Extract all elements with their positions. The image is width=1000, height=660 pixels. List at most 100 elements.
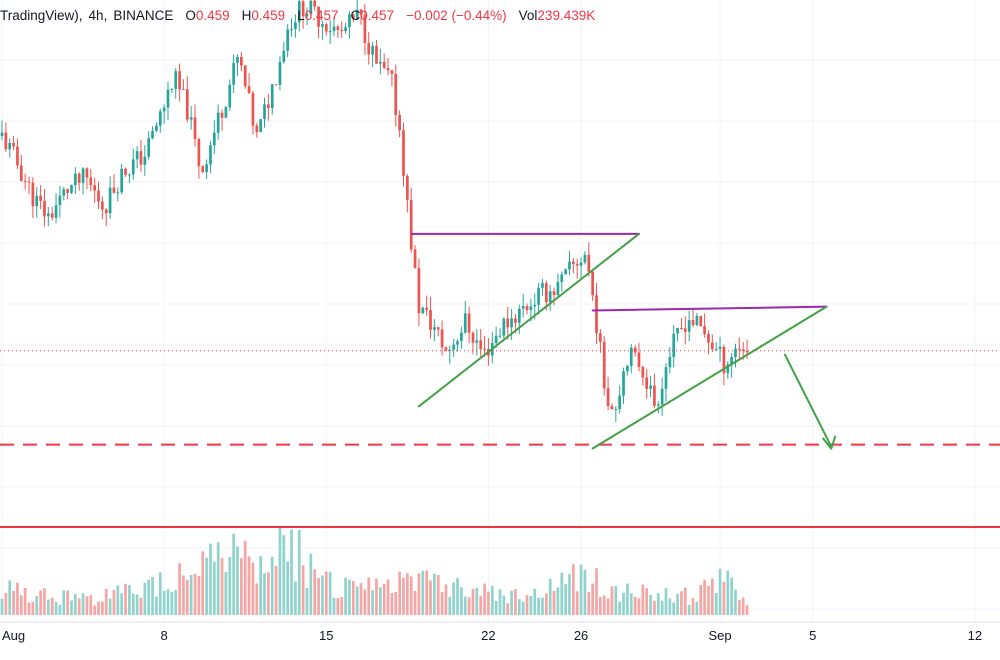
volume-bar	[178, 563, 181, 615]
candle-body	[193, 117, 197, 140]
candle-body	[73, 173, 77, 186]
candle-body	[641, 367, 645, 378]
candle-body	[552, 291, 556, 295]
volume-bar	[436, 574, 440, 615]
candle-body	[359, 9, 363, 15]
volume-bar	[197, 575, 201, 615]
volume-bar	[286, 561, 290, 615]
candle-body	[301, 1, 305, 17]
candle-body	[317, 6, 320, 27]
volume-bar	[220, 558, 224, 615]
candle-body	[741, 349, 745, 351]
volume-bar	[209, 543, 212, 615]
volume-bar	[656, 593, 660, 615]
volume-bar	[556, 587, 560, 615]
volume-bar	[309, 553, 313, 615]
candle-body	[734, 348, 737, 358]
volume-bar	[239, 558, 243, 615]
volume-bar	[128, 585, 131, 615]
volume-bar	[112, 589, 116, 615]
volume-bar	[166, 589, 170, 615]
x-tick-label: 8	[161, 628, 168, 643]
volume-bar	[35, 596, 39, 615]
volume-bar	[351, 581, 355, 615]
volume-bar	[62, 590, 66, 615]
candle-body	[390, 70, 394, 74]
legend-close-value: 0.457	[360, 8, 395, 23]
candle-body	[39, 195, 42, 201]
candle-body	[475, 340, 479, 343]
volume-bar	[16, 582, 19, 615]
candle-body	[263, 104, 266, 120]
volume-bar	[93, 605, 97, 615]
volume-bar	[317, 578, 320, 615]
candle-body	[120, 168, 124, 193]
candle-body	[456, 341, 459, 345]
volume-bar	[514, 589, 517, 615]
candle-body	[645, 377, 649, 389]
volume-bar	[70, 600, 73, 615]
volume-bar	[27, 602, 31, 615]
candle-body	[313, 0, 317, 7]
candle-body	[517, 308, 521, 323]
candle-body	[290, 29, 293, 31]
candle-body	[170, 88, 174, 90]
candle-body	[232, 62, 235, 85]
candle-body	[672, 333, 676, 358]
candle-body	[135, 151, 139, 160]
volume-bar	[378, 587, 382, 615]
candle-body	[683, 328, 687, 332]
candle-body	[668, 357, 672, 368]
candle-body	[97, 190, 100, 202]
volume-bar	[683, 587, 687, 615]
volume-bar	[359, 583, 363, 615]
volume-bar	[205, 557, 208, 615]
candle-body	[452, 344, 456, 350]
volume-bar	[243, 540, 247, 615]
volume-bar	[232, 533, 235, 615]
candle-body	[730, 357, 733, 365]
candle-body	[471, 332, 475, 343]
volume-bar	[39, 590, 42, 615]
legend-high-label: H	[241, 8, 252, 23]
candle-body	[521, 306, 525, 309]
volume-bar	[367, 577, 371, 615]
candle-body	[718, 346, 722, 350]
x-tick-label: 22	[481, 628, 495, 643]
resistance-line	[591, 305, 828, 312]
volume-bar	[606, 598, 610, 615]
candle-body	[205, 164, 208, 172]
volume-bar	[371, 590, 374, 615]
volume-bar	[672, 602, 676, 615]
volume-bar	[297, 530, 301, 615]
volume-bar	[490, 585, 494, 615]
volume-bar	[255, 583, 259, 615]
x-tick-label: Sep	[708, 628, 731, 643]
candle-body	[270, 84, 274, 109]
volume-bar	[602, 595, 606, 615]
volume-bar	[19, 595, 23, 615]
candle-body	[201, 166, 205, 172]
x-tick-label: Aug	[2, 628, 25, 643]
candle-body	[348, 14, 351, 28]
volume-bar	[452, 582, 456, 615]
candle-body	[286, 29, 290, 51]
volume-bar	[676, 593, 679, 615]
candle-body	[367, 42, 371, 55]
volume-bar	[398, 571, 401, 615]
candle-body	[77, 173, 81, 183]
candle-body	[27, 181, 31, 183]
candle-body	[568, 261, 571, 270]
candle-body	[147, 138, 151, 157]
volume-bar	[718, 568, 722, 615]
volume-bar	[413, 590, 417, 615]
candle-body	[687, 320, 691, 332]
candle-body	[460, 332, 463, 342]
candle-body	[722, 346, 726, 374]
candle-body	[595, 295, 598, 334]
candle-body	[494, 335, 498, 344]
candle-body	[386, 67, 390, 71]
volume-bar	[77, 598, 81, 615]
